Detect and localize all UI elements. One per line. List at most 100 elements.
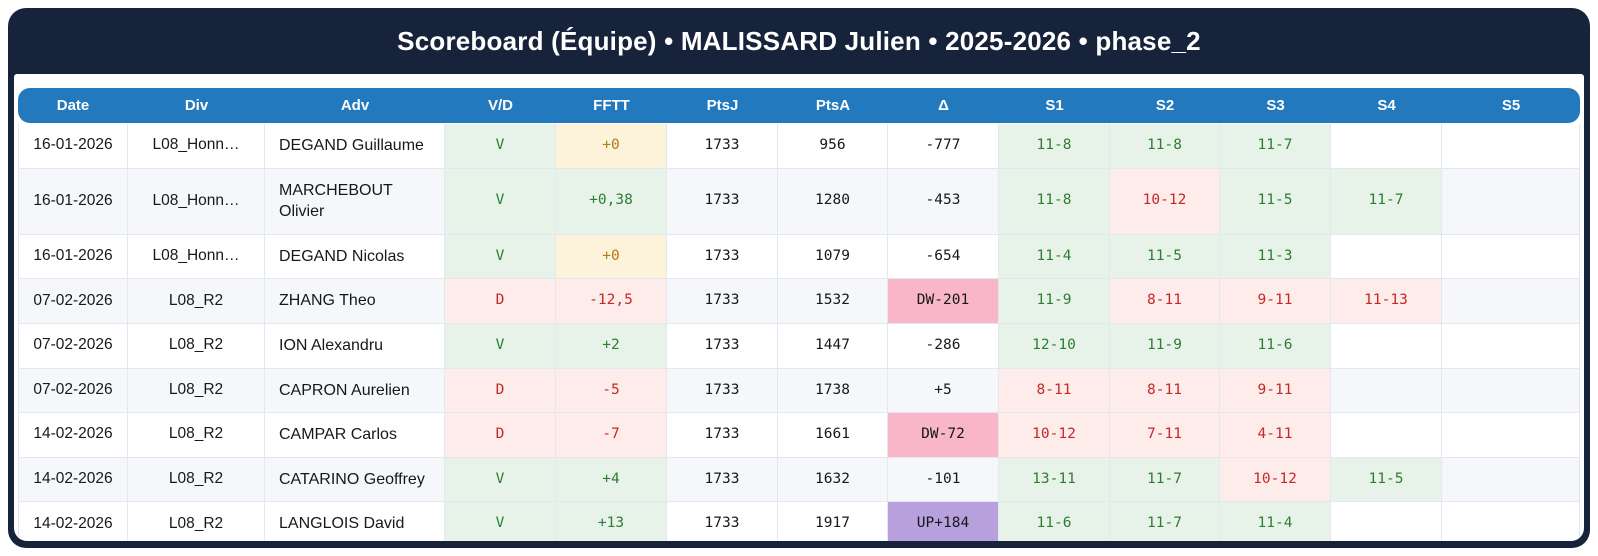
cell-set-4 (1331, 413, 1442, 458)
col-header-vd: V/D (445, 88, 556, 123)
cell-ptsj: 1733 (667, 368, 778, 414)
cell-set-4 (1331, 323, 1442, 369)
cell-ptsa: 1447 (778, 323, 888, 369)
col-header-s5: S5 (1442, 88, 1580, 123)
cell-adv: MARCHEBOUT Olivier (265, 168, 445, 235)
cell-delta: DW-201 (888, 279, 999, 324)
cell-date: 16-01-2026 (18, 123, 128, 169)
cell-set-5 (1442, 368, 1580, 414)
cell-vd: V (445, 323, 556, 369)
col-header-s1: S1 (999, 88, 1110, 123)
cell-div: L08_R2 (128, 457, 265, 503)
cell-div: L08_Honn… (128, 168, 265, 235)
cell-ptsa: 1280 (778, 168, 888, 235)
table-row: 16-01-2026 L08_Honn… MARCHEBOUT Olivier V +0… (18, 168, 1580, 235)
cell-set-5 (1442, 457, 1580, 503)
cell-ptsj: 1733 (667, 279, 778, 324)
cell-set-3: 10-12 (1220, 457, 1331, 503)
cell-delta: DW-72 (888, 413, 999, 458)
col-header-fftt: FFTT (556, 88, 667, 123)
cell-adv: DEGAND Guillaume (265, 123, 445, 169)
col-header-s4: S4 (1331, 88, 1442, 123)
cell-ptsj: 1733 (667, 234, 778, 280)
table-row: 14-02-2026 L08_R2 CAMPAR Carlos D -7 1733 1661… (18, 413, 1580, 458)
cell-date: 14-02-2026 (18, 502, 128, 541)
cell-ptsj: 1733 (667, 168, 778, 235)
cell-div: L08_Honn… (128, 234, 265, 280)
cell-adv: CAPRON Aurelien (265, 368, 445, 414)
cell-delta: -101 (888, 457, 999, 503)
cell-div: L08_R2 (128, 413, 265, 458)
cell-set-3: 11-7 (1220, 123, 1331, 169)
cell-set-3: 9-11 (1220, 368, 1331, 414)
cell-adv: DEGAND Nicolas (265, 234, 445, 280)
cell-ptsa: 1532 (778, 279, 888, 324)
cell-set-4 (1331, 368, 1442, 414)
cell-set-4 (1331, 502, 1442, 541)
table-row: 07-02-2026 L08_R2 ZHANG Theo D -12,5 1733 1532… (18, 279, 1580, 324)
cell-set-3: 11-5 (1220, 168, 1331, 235)
cell-set-4: 11-13 (1331, 279, 1442, 324)
cell-set-1: 11-8 (999, 168, 1110, 235)
cell-set-2: 11-9 (1110, 323, 1220, 369)
cell-set-2: 11-5 (1110, 234, 1220, 280)
cell-ptsa: 1661 (778, 413, 888, 458)
cell-vd: V (445, 234, 556, 280)
cell-set-1: 8-11 (999, 368, 1110, 414)
col-header-div: Div (128, 88, 265, 123)
cell-set-5 (1442, 413, 1580, 458)
title-bar: Scoreboard (Équipe) • MALISSARD Julien •… (14, 8, 1584, 74)
table-row: 14-02-2026 L08_R2 LANGLOIS David V +13 1733 19… (18, 502, 1580, 541)
cell-ptsa: 1632 (778, 457, 888, 503)
cell-set-5 (1442, 502, 1580, 541)
table-body: 16-01-2026 L08_Honn… DEGAND Guillaume V +0 17… (18, 123, 1580, 541)
cell-set-5 (1442, 168, 1580, 235)
scoreboard-card: Scoreboard (Équipe) • MALISSARD Julien •… (8, 8, 1590, 548)
cell-set-1: 11-8 (999, 123, 1110, 169)
results-table: Date Div Adv V/D FFTT PtsJ PtsA Δ S1 S2 S3 S4 S5 16-… (18, 88, 1580, 541)
cell-set-5 (1442, 279, 1580, 324)
cell-date: 16-01-2026 (18, 168, 128, 235)
cell-fftt: +0 (556, 123, 667, 169)
col-header-delta: Δ (888, 88, 999, 123)
cell-fftt: +13 (556, 502, 667, 541)
cell-div: L08_Honn… (128, 123, 265, 169)
cell-fftt: +0,38 (556, 168, 667, 235)
cell-ptsj: 1733 (667, 502, 778, 541)
cell-div: L08_R2 (128, 368, 265, 414)
col-header-adv: Adv (265, 88, 445, 123)
cell-set-1: 11-9 (999, 279, 1110, 324)
cell-set-4 (1331, 123, 1442, 169)
cell-ptsj: 1733 (667, 323, 778, 369)
col-header-s3: S3 (1220, 88, 1331, 123)
cell-set-4 (1331, 234, 1442, 280)
cell-delta: -286 (888, 323, 999, 369)
table-row: 14-02-2026 L08_R2 CATARINO Geoffrey V +4 1733… (18, 457, 1580, 503)
cell-div: L08_R2 (128, 323, 265, 369)
table-row: 07-02-2026 L08_R2 CAPRON Aurelien D -5 1733 17… (18, 368, 1580, 414)
cell-set-5 (1442, 234, 1580, 280)
cell-vd: D (445, 413, 556, 458)
cell-delta: -777 (888, 123, 999, 169)
page-title: Scoreboard (Équipe) • MALISSARD Julien •… (397, 25, 1201, 56)
cell-adv: CAMPAR Carlos (265, 413, 445, 458)
cell-ptsa: 1917 (778, 502, 888, 541)
cell-vd: V (445, 502, 556, 541)
cell-adv: ION Alexandru (265, 323, 445, 369)
cell-ptsj: 1733 (667, 457, 778, 503)
table-row: 16-01-2026 L08_Honn… DEGAND Nicolas V +0 1733… (18, 234, 1580, 280)
cell-date: 07-02-2026 (18, 368, 128, 414)
cell-vd: V (445, 168, 556, 235)
cell-set-1: 13-11 (999, 457, 1110, 503)
table-header-row: Date Div Adv V/D FFTT PtsJ PtsA Δ S1 S2 S3 S4 S5 (18, 88, 1580, 123)
cell-vd: D (445, 368, 556, 414)
cell-set-1: 11-4 (999, 234, 1110, 280)
cell-delta: -453 (888, 168, 999, 235)
cell-ptsa: 956 (778, 123, 888, 169)
cell-set-3: 11-4 (1220, 502, 1331, 541)
cell-set-3: 4-11 (1220, 413, 1331, 458)
cell-ptsj: 1733 (667, 123, 778, 169)
cell-adv: CATARINO Geoffrey (265, 457, 445, 503)
cell-vd: D (445, 279, 556, 324)
